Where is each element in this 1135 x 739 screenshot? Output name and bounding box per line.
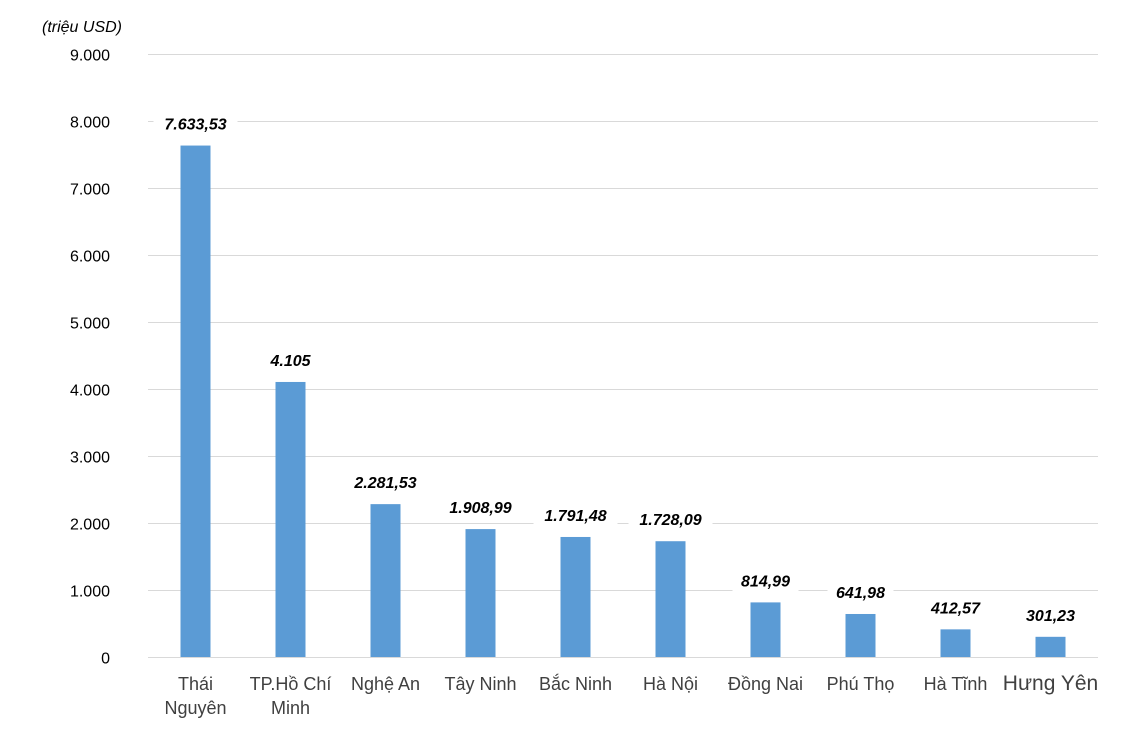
bar — [370, 504, 401, 657]
x-category-label-line: Nguyên — [164, 698, 226, 718]
bar — [655, 541, 686, 657]
bar — [560, 536, 591, 657]
y-tick-label: 8.000 — [70, 115, 110, 132]
bar — [845, 613, 876, 657]
data-label: 412,57 — [930, 600, 981, 617]
data-label-background — [533, 504, 618, 527]
data-label-background — [827, 581, 894, 604]
bar — [940, 629, 971, 657]
data-label: 1.791,48 — [544, 508, 606, 525]
x-category-label: Thái Nguyên — [164, 674, 226, 718]
x-category-label-line: Hà Nội — [643, 674, 698, 694]
x-category-label-line: Tây Ninh — [444, 674, 516, 694]
y-tick-label: 0 — [101, 651, 110, 668]
data-label: 2.281,53 — [353, 475, 416, 492]
y-tick-label: 3.000 — [70, 450, 110, 467]
data-label: 814,99 — [741, 573, 790, 590]
bar — [275, 381, 306, 657]
data-label-background — [438, 497, 523, 520]
y-tick-label: 7.000 — [70, 182, 110, 199]
y-axis-unit-label: (triệu USD) — [42, 19, 122, 36]
data-label-background — [732, 570, 799, 593]
bar — [465, 529, 496, 657]
x-category-label-line: Hưng Yên — [1003, 672, 1098, 695]
bar — [1035, 636, 1066, 657]
x-category-label-line: Hà Tĩnh — [924, 674, 988, 694]
x-category-label: Đồng Nai — [728, 674, 803, 694]
y-tick-label: 4.000 — [70, 383, 110, 400]
data-label: 1.908,99 — [449, 500, 511, 517]
data-label-background — [922, 597, 989, 620]
bar — [750, 602, 781, 657]
x-category-label-line: Minh — [271, 698, 310, 718]
data-label-background — [628, 509, 713, 532]
x-category-label: Nghệ An — [351, 674, 420, 694]
data-label: 301,23 — [1026, 608, 1075, 625]
x-category-label-line: Thái — [178, 674, 213, 694]
data-label: 1.728,09 — [639, 512, 701, 529]
data-labels: 7.633,53 4.105 2.281,53 1.908,99 1.791,48 1.7… — [153, 113, 1084, 627]
data-label-background — [343, 472, 428, 495]
y-tick-label: 6.000 — [70, 249, 110, 266]
gridlines — [148, 54, 1098, 658]
x-category-label: Hà Nội — [643, 674, 698, 694]
x-category-label: Tây Ninh — [444, 674, 516, 694]
x-category-label: TP.Hồ Chí Minh — [250, 674, 332, 718]
data-label-background — [153, 113, 238, 136]
data-label-background — [1017, 604, 1084, 627]
bar — [180, 145, 211, 657]
y-tick-label: 1.000 — [70, 584, 110, 601]
x-axis-category-labels: Thái Nguyên TP.Hồ Chí Minh Nghệ An Tây Ninh Bắ… — [164, 672, 1098, 718]
data-label: 4.105 — [269, 353, 311, 370]
data-label-background — [262, 349, 319, 372]
x-category-label-line: TP.Hồ Chí — [250, 674, 332, 694]
x-category-label: Phú Thọ — [827, 674, 895, 694]
x-category-label-line: Bắc Ninh — [539, 673, 612, 694]
data-label: 641,98 — [836, 585, 885, 602]
bars — [180, 145, 1066, 657]
x-category-label: Bắc Ninh — [539, 673, 612, 694]
x-category-label: Hà Tĩnh — [924, 674, 988, 694]
y-tick-label: 9.000 — [70, 48, 110, 65]
x-category-label-line: Nghệ An — [351, 674, 420, 694]
x-category-label: Hưng Yên — [1003, 672, 1098, 695]
y-tick-label: 5.000 — [70, 316, 110, 333]
data-label: 7.633,53 — [164, 117, 226, 134]
x-category-label-line: Đồng Nai — [728, 674, 803, 694]
x-category-label-line: Phú Thọ — [827, 674, 895, 694]
y-tick-label: 2.000 — [70, 517, 110, 534]
y-axis-ticks: 0 1.000 2.000 3.000 4.000 5.000 6.000 7.000 8.00… — [70, 48, 110, 668]
